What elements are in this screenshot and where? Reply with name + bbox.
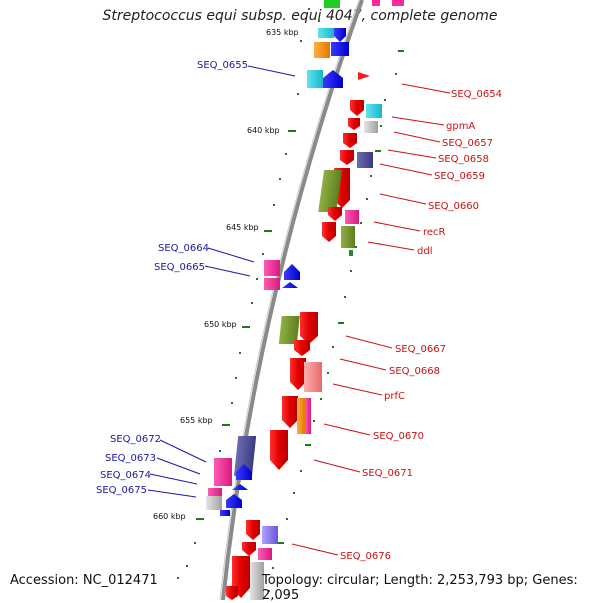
gene-label-right: SEQ_0657 [442, 138, 493, 149]
gene-label-left: SEQ_0664 [158, 243, 209, 254]
gene-label-right: SEQ_0659 [434, 171, 485, 182]
gene-label-right: SEQ_0676 [340, 551, 391, 562]
gene-label-right: SEQ_0654 [451, 89, 502, 100]
gene-label-left: SEQ_0674 [100, 470, 151, 481]
gene-label-right: gpmA [446, 121, 475, 132]
gene-label-right: SEQ_0670 [373, 431, 424, 442]
gene-label-left: SEQ_0665 [154, 262, 205, 273]
gene-features-cluster-4 [206, 458, 252, 516]
kbp-label: 635 kbp [266, 28, 299, 37]
kbp-label: 645 kbp [226, 223, 259, 232]
gene-label-left: SEQ_0655 [197, 60, 248, 71]
gene-label-right: SEQ_0658 [438, 154, 489, 165]
gene-label-right: SEQ_0660 [428, 201, 479, 212]
kbp-label: 640 kbp [247, 126, 280, 135]
scale-ticks-right [268, 50, 404, 592]
kbp-label: 655 kbp [180, 416, 213, 425]
genome-backbone [221, 0, 364, 600]
scale-ticks-left [177, 8, 320, 579]
gene-label-left: SEQ_0675 [96, 485, 147, 496]
leader-lines-left [147, 65, 296, 498]
gene-label-right: prfC [384, 391, 405, 402]
gene-label-right: SEQ_0668 [389, 366, 440, 377]
gene-label-left: SEQ_0673 [105, 453, 156, 464]
topology-text: Topology: circular; Length: 2,253,793 bp… [262, 573, 578, 603]
gene-features-cluster-1 [318, 100, 382, 256]
gene-label-right: recR [423, 227, 446, 238]
gene-label-left: SEQ_0672 [110, 434, 161, 445]
gene-label-right: SEQ_0667 [395, 344, 446, 355]
accession-text: Accession: NC_012471 [10, 573, 158, 588]
gene-features-cluster-3 [233, 312, 322, 476]
gene-features-cluster-2 [264, 260, 300, 290]
map-title: Streptococcus equi subsp. equi 4047, com… [102, 8, 498, 24]
gene-label-right: ddl [417, 246, 432, 257]
gene-features-cluster-5 [226, 520, 278, 600]
leader-lines-right [291, 83, 451, 556]
kbp-label: 660 kbp [153, 512, 186, 521]
kbp-label: 650 kbp [204, 320, 237, 329]
gene-features-top [307, 0, 404, 88]
gene-label-right: SEQ_0671 [362, 468, 413, 479]
